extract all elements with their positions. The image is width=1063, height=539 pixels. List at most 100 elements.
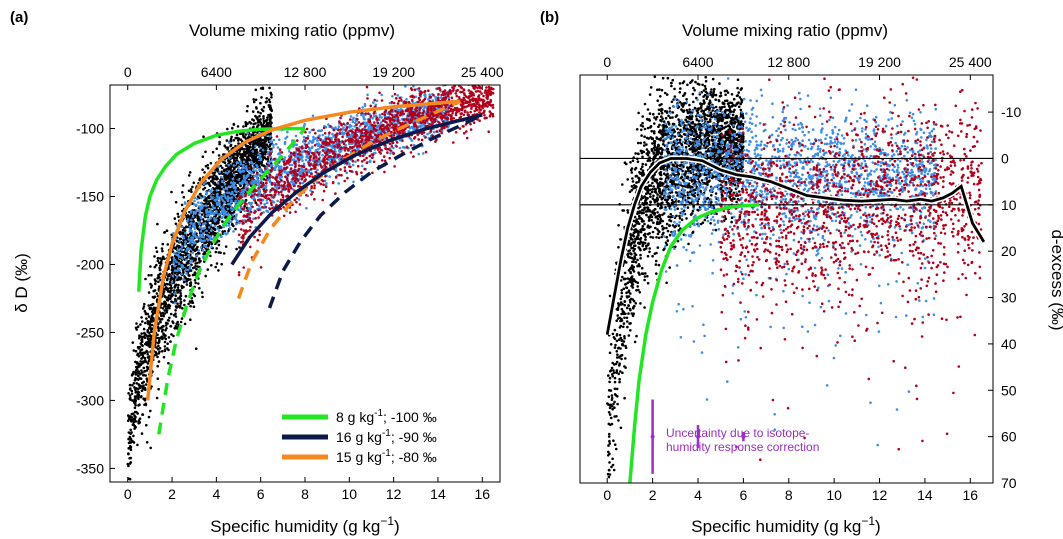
data-point (163, 305, 166, 308)
data-point (239, 219, 242, 223)
data-point (208, 203, 212, 206)
data-point (219, 251, 222, 254)
data-point (252, 160, 256, 163)
data-point (145, 423, 148, 427)
data-point (410, 139, 414, 142)
data-point (207, 183, 211, 186)
data-point (147, 291, 151, 294)
data-point (198, 286, 201, 290)
data-point (255, 148, 258, 152)
data-point (207, 176, 211, 180)
data-point (265, 199, 269, 202)
data-point (265, 201, 269, 205)
data-point (177, 271, 181, 275)
data-point (218, 140, 221, 144)
data-point (142, 380, 145, 384)
data-point (212, 211, 216, 215)
data-point (333, 160, 337, 163)
data-point (328, 141, 332, 144)
data-point (237, 239, 240, 243)
data-point (233, 194, 236, 197)
data-point (182, 238, 185, 242)
data-point (195, 267, 198, 271)
data-point (197, 216, 200, 220)
data-point (179, 230, 182, 234)
data-point (207, 218, 211, 222)
data-point (146, 367, 149, 370)
data-point (129, 437, 133, 441)
data-point (175, 306, 178, 309)
data-point (300, 157, 303, 160)
data-point (271, 158, 274, 162)
data-point (179, 237, 183, 241)
data-point (213, 231, 217, 235)
data-point (245, 174, 249, 178)
data-point (316, 168, 319, 172)
data-point (143, 309, 147, 313)
data-point (201, 168, 204, 171)
data-point (367, 127, 370, 130)
data-point (175, 269, 179, 273)
data-point (129, 418, 133, 422)
data-point (392, 146, 395, 150)
data-point (262, 119, 266, 123)
data-point (199, 233, 202, 237)
data-point (441, 120, 445, 123)
data-point (263, 156, 267, 159)
data-point (272, 143, 275, 147)
data-point (188, 228, 192, 231)
data-point (137, 336, 141, 340)
data-point (186, 268, 190, 272)
data-point (275, 135, 279, 138)
data-point (138, 351, 142, 354)
data-point (256, 138, 260, 142)
data-point (143, 302, 146, 306)
data-point (191, 185, 194, 189)
data-point (375, 99, 379, 103)
data-point (156, 377, 160, 381)
data-point (267, 121, 271, 125)
top-tick-label: 0 (124, 64, 132, 80)
data-point (196, 245, 199, 249)
data-point (311, 138, 315, 142)
data-point (297, 152, 300, 156)
data-point (259, 146, 262, 150)
data-point (172, 261, 175, 265)
data-point (310, 172, 313, 176)
data-point (182, 195, 186, 199)
data-point (129, 461, 133, 464)
data-point (265, 209, 268, 213)
data-point (203, 207, 207, 210)
data-point (145, 342, 149, 345)
data-point (234, 186, 237, 190)
data-point (351, 163, 355, 167)
data-point (189, 301, 193, 304)
data-point (244, 124, 248, 128)
data-point (140, 395, 143, 398)
data-point (297, 198, 301, 201)
data-point (139, 323, 142, 326)
data-point (445, 77, 448, 80)
data-point (172, 334, 175, 338)
data-point (184, 264, 187, 267)
data-point (362, 117, 366, 120)
data-point (198, 222, 201, 225)
data-point (245, 165, 248, 168)
data-point (364, 112, 368, 115)
data-point (170, 190, 173, 194)
data-point (194, 203, 198, 207)
data-point (305, 167, 308, 171)
data-point (133, 417, 137, 421)
data-point (361, 106, 364, 109)
data-point (217, 229, 221, 232)
data-point (345, 171, 349, 174)
data-point (241, 166, 244, 170)
data-point (205, 191, 209, 194)
data-point (461, 90, 464, 94)
data-point (206, 245, 210, 248)
data-point (231, 177, 235, 181)
data-point (265, 123, 268, 127)
data-point (193, 215, 197, 219)
data-point (160, 317, 164, 321)
data-point (277, 138, 281, 141)
